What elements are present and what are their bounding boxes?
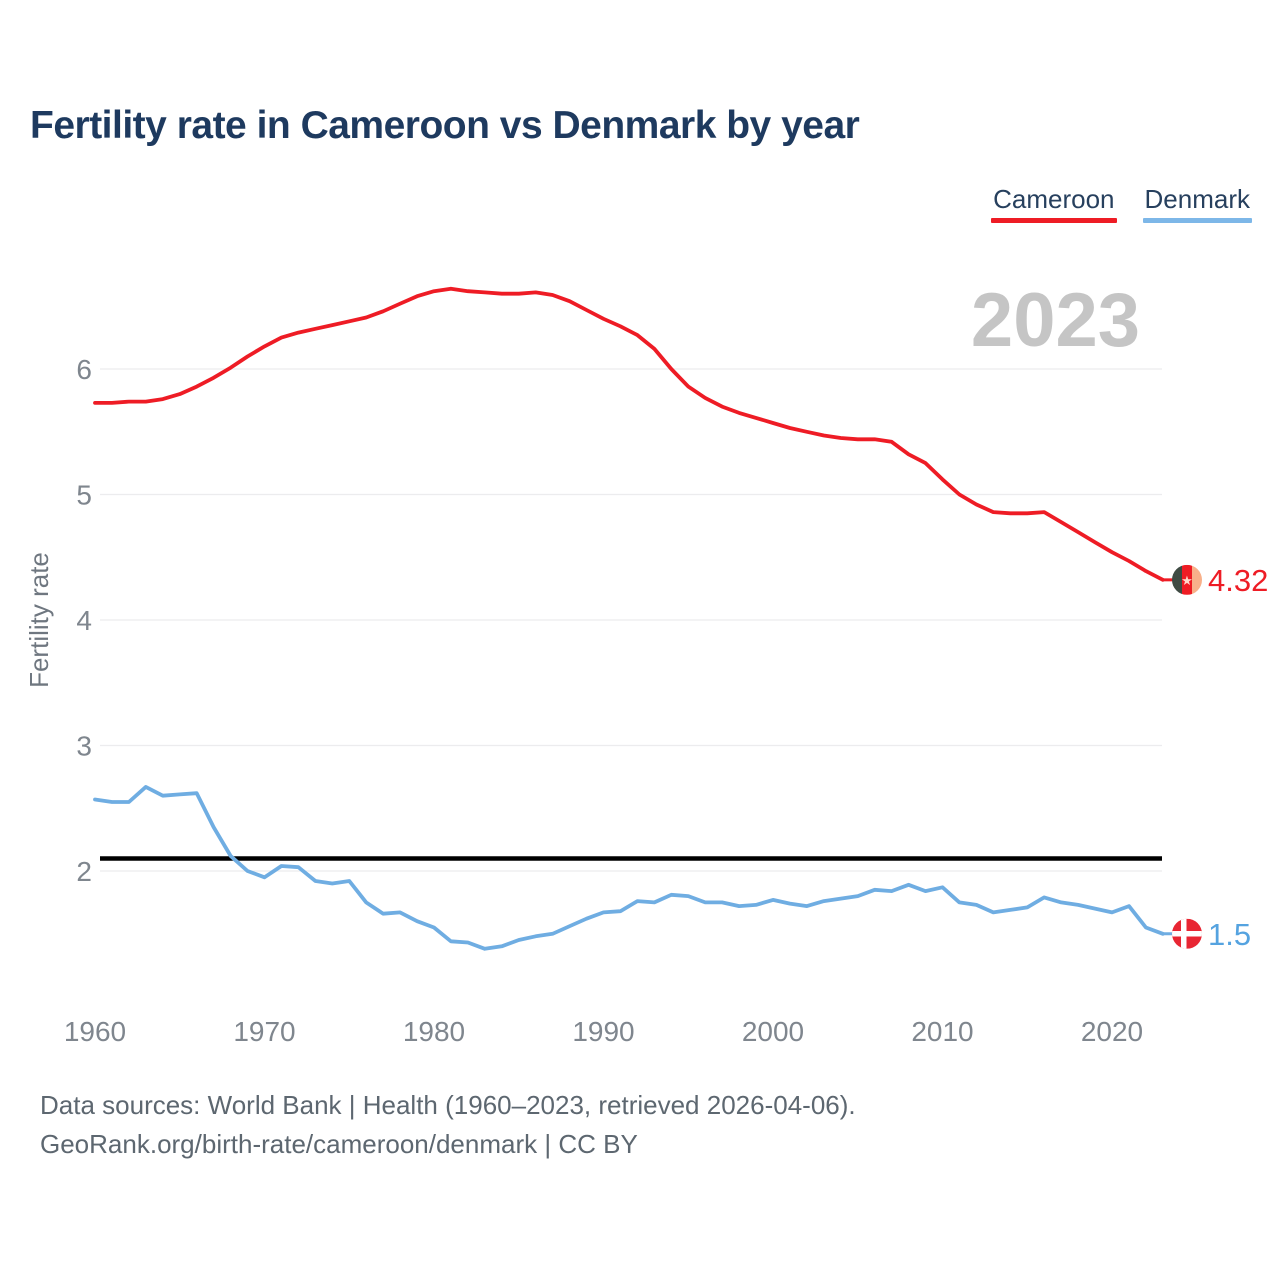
x-tick-label: 2000 xyxy=(742,1016,804,1047)
y-tick-label: 5 xyxy=(76,480,92,511)
x-tick-label: 1990 xyxy=(572,1016,634,1047)
source-line-1: Data sources: World Bank | Health (1960–… xyxy=(40,1090,856,1120)
y-tick-label: 6 xyxy=(76,354,92,385)
legend-item-cameroon[interactable]: Cameroon xyxy=(991,184,1117,223)
legend: Cameroon Denmark xyxy=(991,184,1252,223)
source-line-2: GeoRank.org/birth-rate/cameroon/denmark … xyxy=(40,1129,638,1159)
x-tick-label: 1960 xyxy=(64,1016,126,1047)
cameroon-flag-icon: ★ xyxy=(1172,564,1202,595)
cameroon-flag-star: ★ xyxy=(1181,573,1193,588)
legend-underline-cameroon xyxy=(991,218,1117,223)
year-watermark: 2023 xyxy=(971,278,1140,363)
y-tick-label: 3 xyxy=(76,731,92,762)
cameroon-line xyxy=(93,286,1165,582)
legend-item-denmark[interactable]: Denmark xyxy=(1142,184,1252,223)
denmark-line xyxy=(93,785,1165,951)
legend-underline-denmark xyxy=(1142,218,1252,223)
cameroon-end-label: 4.32 xyxy=(1208,563,1268,598)
legend-label-cameroon: Cameroon xyxy=(993,184,1115,214)
x-tick-label: 1980 xyxy=(403,1016,465,1047)
denmark-end-label: 1.5 xyxy=(1208,917,1251,952)
source-attribution: Data sources: World Bank | Health (1960–… xyxy=(40,1086,856,1164)
y-tick-label: 4 xyxy=(76,605,92,636)
denmark-flag-icon xyxy=(1172,918,1202,949)
legend-label-denmark: Denmark xyxy=(1144,184,1250,214)
x-tick-label: 1970 xyxy=(233,1016,295,1047)
x-tick-label: 2020 xyxy=(1081,1016,1143,1047)
chart-title: Fertility rate in Cameroon vs Denmark by… xyxy=(30,104,860,147)
y-axis-title: Fertility rate xyxy=(24,552,54,688)
y-tick-label: 2 xyxy=(76,856,92,887)
x-tick-label: 2010 xyxy=(911,1016,973,1047)
